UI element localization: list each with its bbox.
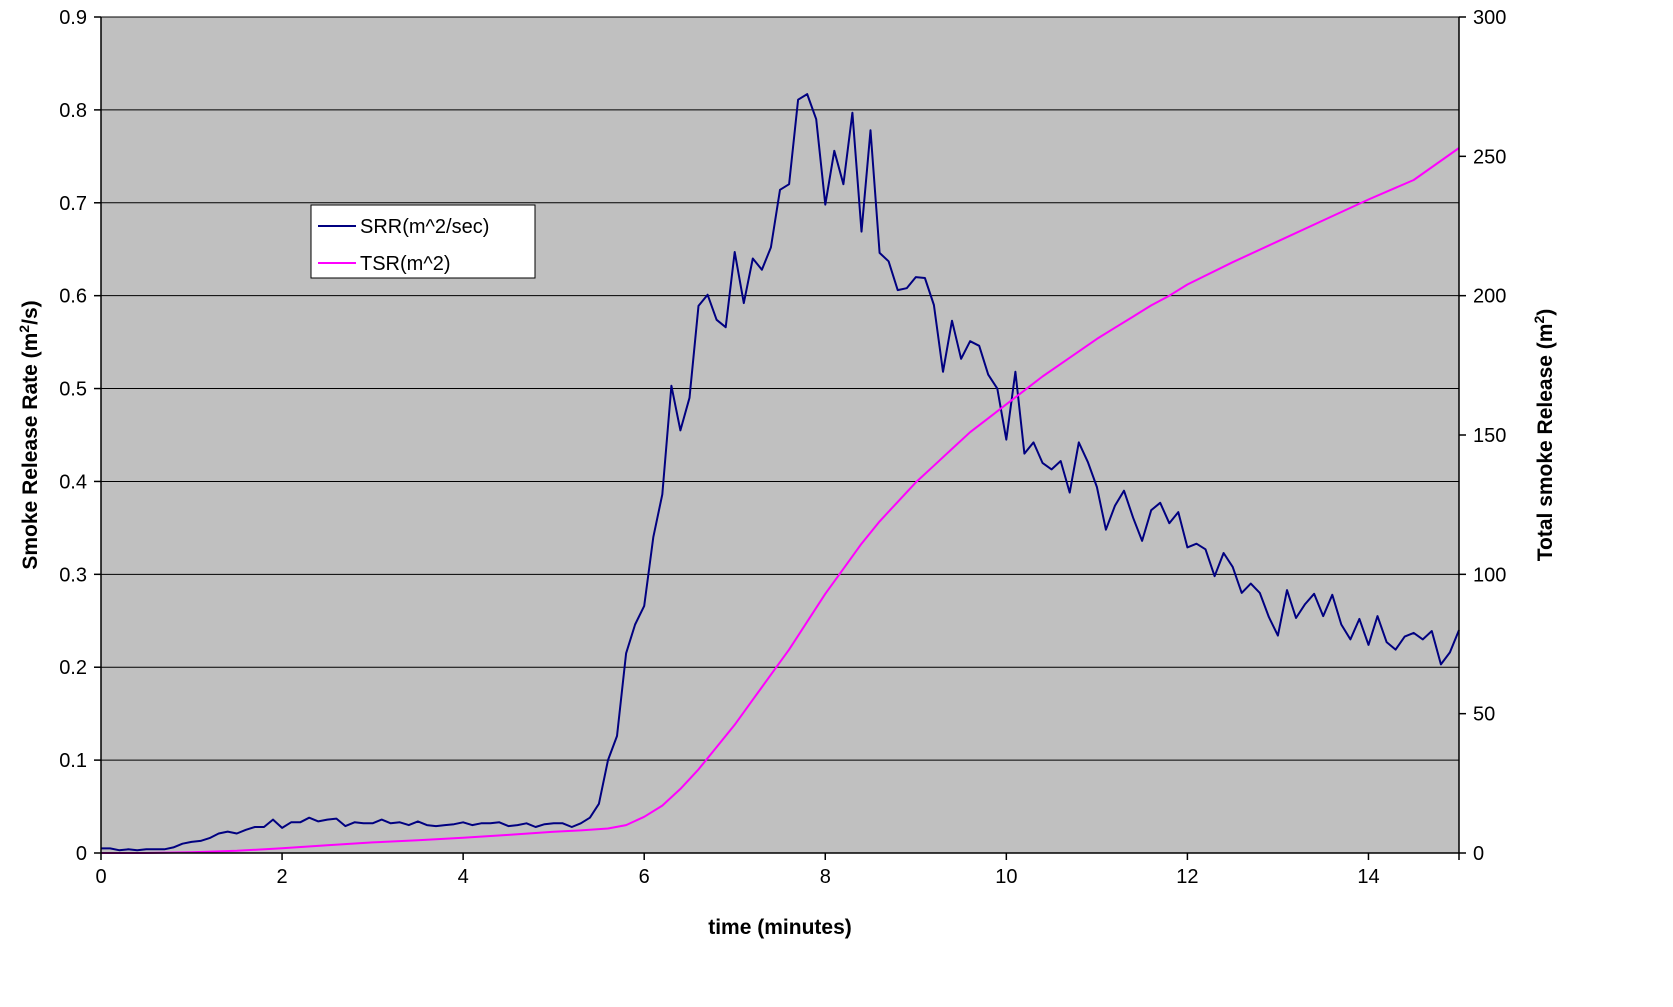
gridlines (101, 16, 1459, 761)
right-axis-title-superscript: 2 (1531, 316, 1547, 324)
left-axis-title-superscript: 2 (16, 325, 32, 333)
legend: SRR(m^2/sec) TSR(m^2) (310, 204, 536, 279)
x-tick-label: 0 (95, 866, 106, 888)
legend-box (310, 204, 536, 279)
left-tick-label: 0.7 (59, 193, 87, 215)
left-tick-label: 0.9 (59, 7, 87, 29)
right-tick-label: 100 (1473, 564, 1506, 586)
left-tick-label: 0.4 (59, 471, 87, 493)
x-tick-label: 4 (458, 866, 469, 888)
right-axis-title: Total smoke Release (m2) (1531, 309, 1557, 562)
left-tick-label: 0.3 (59, 564, 87, 586)
plot-area (100, 16, 1460, 854)
left-axis-title: Smoke Release Rate (m2/s) (16, 300, 42, 569)
left-tick-label: 0.1 (59, 750, 87, 772)
x-tick-label: 8 (820, 866, 831, 888)
right-tick-label: 200 (1473, 286, 1506, 308)
left-tick-label: 0 (76, 843, 87, 865)
series-line-srr (101, 93, 1460, 852)
right-tick-label: 250 (1473, 146, 1506, 168)
series-lines (101, 93, 1460, 854)
series-line-tsr (101, 147, 1460, 854)
x-tick-label: 10 (995, 866, 1017, 888)
tick-marks-and-labels: 00.10.20.30.40.50.60.70.80.9050100150200… (59, 7, 1506, 888)
right-tick-label: 150 (1473, 425, 1506, 447)
x-tick-label: 2 (277, 866, 288, 888)
left-axis-title-main: Smoke Release Rate (m (19, 333, 42, 570)
x-tick-label: 6 (639, 866, 650, 888)
right-axis-title-main: Total smoke Release (m (1534, 324, 1557, 562)
left-tick-label: 0.2 (59, 657, 87, 679)
left-tick-label: 0.5 (59, 379, 87, 401)
right-tick-label: 300 (1473, 7, 1506, 29)
left-tick-label: 0.6 (59, 286, 87, 308)
legend-label-tsr: TSR(m^2) (360, 253, 451, 275)
legend-label-srr: SRR(m^2/sec) (360, 216, 489, 238)
left-axis-title-end: /s) (19, 300, 42, 325)
x-axis-title: time (minutes) (708, 916, 852, 939)
x-tick-label: 14 (1357, 866, 1379, 888)
right-tick-label: 0 (1473, 843, 1484, 865)
x-tick-label: 12 (1176, 866, 1198, 888)
right-tick-label: 50 (1473, 704, 1495, 726)
right-axis-title-end: ) (1534, 309, 1557, 316)
left-tick-label: 0.8 (59, 100, 87, 122)
